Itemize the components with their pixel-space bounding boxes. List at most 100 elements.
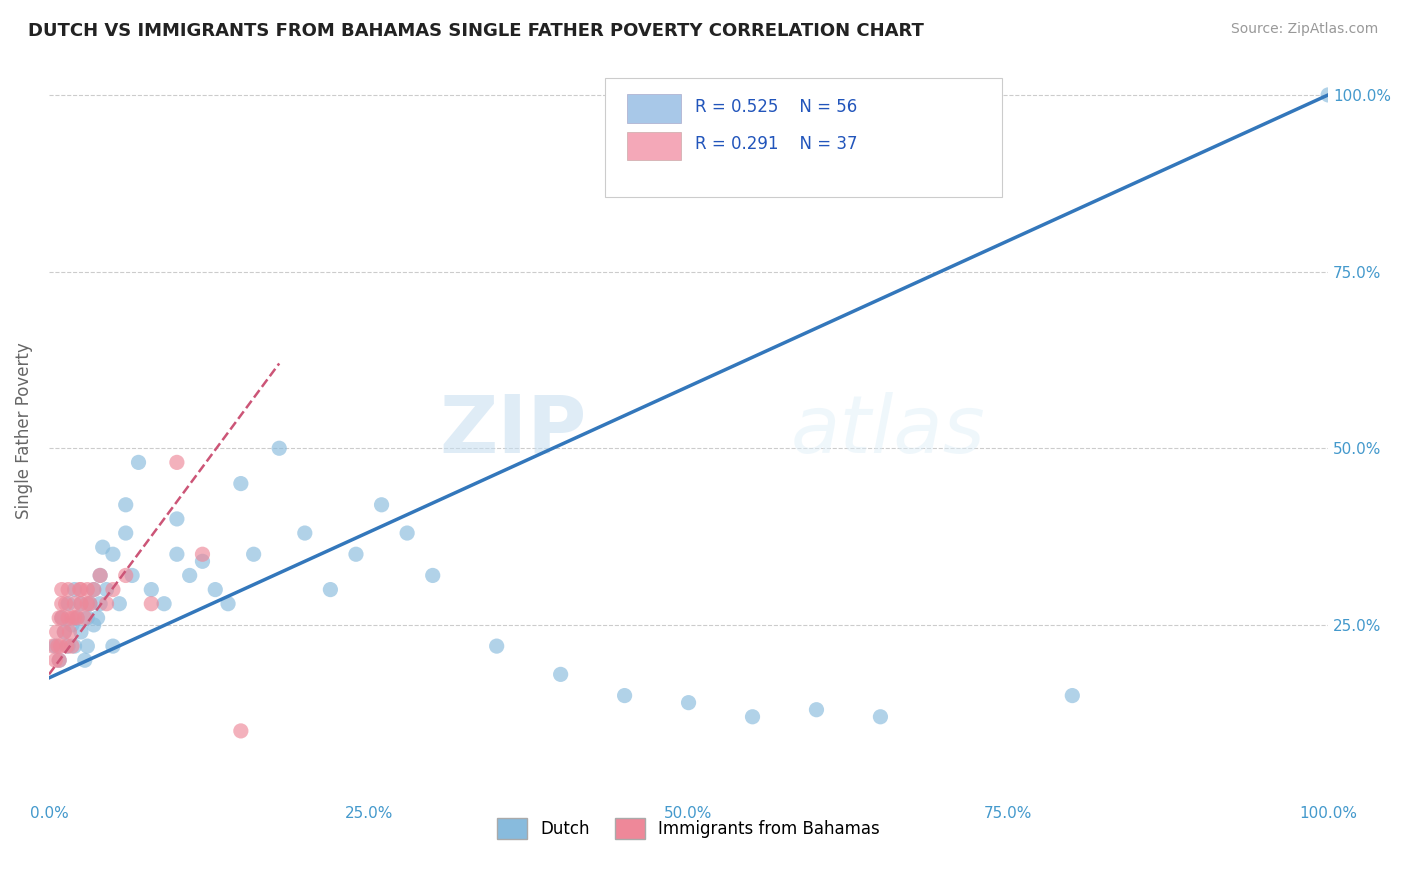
Point	[48, 653, 70, 667]
Point	[73, 653, 96, 667]
Point	[141, 597, 163, 611]
Point	[79, 597, 101, 611]
Point	[217, 597, 239, 611]
Text: DUTCH VS IMMIGRANTS FROM BAHAMAS SINGLE FATHER POVERTY CORRELATION CHART: DUTCH VS IMMIGRANTS FROM BAHAMAS SINGLE …	[28, 22, 924, 40]
Point	[96, 582, 118, 597]
Point	[83, 582, 105, 597]
Point	[485, 639, 508, 653]
Point	[70, 597, 93, 611]
Point	[63, 611, 86, 625]
Point	[83, 618, 105, 632]
Point	[741, 710, 763, 724]
Point	[422, 568, 444, 582]
Point	[56, 611, 79, 625]
Point	[63, 639, 86, 653]
Point	[101, 547, 124, 561]
Point	[66, 611, 89, 625]
Point	[96, 597, 118, 611]
Point	[101, 582, 124, 597]
Point	[191, 547, 214, 561]
Text: atlas: atlas	[792, 392, 986, 469]
Point	[101, 639, 124, 653]
Bar	[627, 95, 681, 123]
Point	[370, 498, 392, 512]
Point	[70, 624, 93, 639]
Point	[69, 582, 91, 597]
Point	[89, 568, 111, 582]
Point	[141, 582, 163, 597]
Point	[83, 582, 105, 597]
Point	[294, 526, 316, 541]
Point	[60, 611, 83, 625]
Point	[179, 568, 201, 582]
Point	[53, 624, 76, 639]
Point	[76, 597, 98, 611]
Point	[114, 568, 136, 582]
Point	[56, 582, 79, 597]
Point	[51, 611, 73, 625]
Text: Source: ZipAtlas.com: Source: ZipAtlas.com	[1230, 22, 1378, 37]
Point	[166, 455, 188, 469]
Point	[44, 653, 66, 667]
FancyBboxPatch shape	[606, 78, 1002, 197]
Point	[806, 703, 828, 717]
Point	[45, 624, 67, 639]
Point	[79, 597, 101, 611]
Point	[191, 554, 214, 568]
Point	[63, 597, 86, 611]
Point	[48, 653, 70, 667]
Point	[76, 611, 98, 625]
Point	[344, 547, 367, 561]
Point	[48, 611, 70, 625]
Point	[153, 597, 176, 611]
Point	[76, 582, 98, 597]
Point	[229, 476, 252, 491]
Point	[114, 498, 136, 512]
Point	[396, 526, 419, 541]
Point	[46, 639, 69, 653]
Point	[51, 611, 73, 625]
Point	[76, 639, 98, 653]
Text: ZIP: ZIP	[439, 392, 586, 469]
Point	[70, 597, 93, 611]
Point	[63, 582, 86, 597]
Point	[166, 512, 188, 526]
Point	[269, 442, 291, 456]
Point	[89, 568, 111, 582]
Point	[114, 526, 136, 541]
Point	[91, 540, 114, 554]
Point	[66, 611, 89, 625]
Point	[53, 624, 76, 639]
Point	[550, 667, 572, 681]
Point	[242, 547, 264, 561]
Point	[86, 611, 108, 625]
Point	[56, 597, 79, 611]
Point	[42, 639, 65, 653]
Point	[56, 639, 79, 653]
Point	[70, 582, 93, 597]
Point	[128, 455, 150, 469]
Point	[49, 639, 72, 653]
Point	[51, 582, 73, 597]
Point	[121, 568, 143, 582]
Y-axis label: Single Father Poverty: Single Father Poverty	[15, 343, 32, 519]
Point	[89, 597, 111, 611]
Point	[229, 723, 252, 738]
Point	[869, 710, 891, 724]
Point	[73, 611, 96, 625]
Legend: Dutch, Immigrants from Bahamas: Dutch, Immigrants from Bahamas	[491, 812, 887, 846]
Point	[55, 597, 77, 611]
Point	[58, 624, 80, 639]
Text: R = 0.525    N = 56: R = 0.525 N = 56	[695, 98, 858, 116]
Point	[613, 689, 636, 703]
Point	[60, 639, 83, 653]
Point	[44, 639, 66, 653]
Point	[56, 639, 79, 653]
Text: R = 0.291    N = 37: R = 0.291 N = 37	[695, 136, 858, 153]
Point	[1062, 689, 1084, 703]
Bar	[627, 132, 681, 160]
Point	[60, 618, 83, 632]
Point	[166, 547, 188, 561]
Point	[51, 597, 73, 611]
Point	[678, 696, 700, 710]
